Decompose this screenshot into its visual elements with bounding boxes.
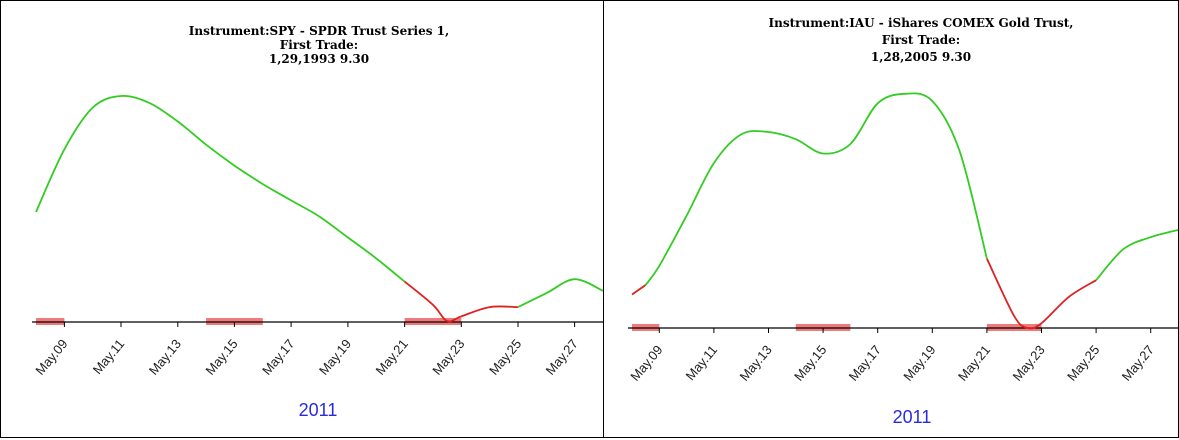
x-tick-label: May.21 <box>373 336 411 378</box>
price-line-up-segment <box>1095 229 1178 281</box>
x-tick-label: May.23 <box>429 336 467 378</box>
chart-svg-iau: Instrument:IAU - iShares COMEX Gold Trus… <box>627 16 1178 427</box>
chart-svg-spy: Instrument:SPY - SPDR Trust Series 1,Fir… <box>32 24 603 420</box>
chart-panel-spy: Instrument:SPY - SPDR Trust Series 1, Fir… <box>0 0 604 438</box>
x-tick-label: May.27 <box>1119 342 1157 384</box>
price-line-up-segment <box>644 92 988 286</box>
chart-panel-iau: Instrument:IAU - iShares COMEX Gold Trus… <box>603 0 1179 438</box>
x-tick-label: May.09 <box>627 342 665 384</box>
x-tick-label: May.15 <box>791 342 829 384</box>
x-tick-label: May.11 <box>90 336 128 377</box>
price-line-down-segment <box>404 280 519 323</box>
x-tick-label: May.25 <box>486 336 524 378</box>
chart-title-line-3: 1,28,2005 9.30 <box>871 50 971 64</box>
chart-title-line-1: Instrument:SPY - SPDR Trust Series 1, <box>189 24 449 38</box>
x-tick-label: May.13 <box>737 342 775 384</box>
price-line-down-segment <box>986 258 1097 330</box>
chart-title-line-3: 1,29,1993 9.30 <box>269 52 369 66</box>
year-label: 2011 <box>299 400 338 420</box>
x-tick-label: May.17 <box>846 342 884 384</box>
x-tick-label: May.17 <box>259 336 297 378</box>
price-line-up-segment <box>517 278 603 308</box>
x-tick-label: May.23 <box>1010 342 1048 384</box>
x-tick-label: May.11 <box>683 342 721 383</box>
x-tick-label: May.27 <box>543 336 581 378</box>
chart-title-line-2: First Trade: <box>280 38 359 52</box>
x-tick-label: May.25 <box>1064 342 1102 384</box>
x-tick-label: May.21 <box>955 342 993 384</box>
price-line-up-segment <box>35 94 406 283</box>
year-label: 2011 <box>893 407 932 427</box>
x-tick-label: May.09 <box>32 336 70 378</box>
price-line-down-segment <box>631 284 647 296</box>
x-tick-label: May.15 <box>202 336 240 378</box>
x-tick-label: May.19 <box>900 342 938 384</box>
chart-title-line-2: First Trade: <box>882 33 961 47</box>
x-tick-label: May.19 <box>316 336 354 378</box>
chart-title-line-1: Instrument:IAU - iShares COMEX Gold Trus… <box>769 16 1074 30</box>
x-tick-label: May.13 <box>146 336 184 378</box>
